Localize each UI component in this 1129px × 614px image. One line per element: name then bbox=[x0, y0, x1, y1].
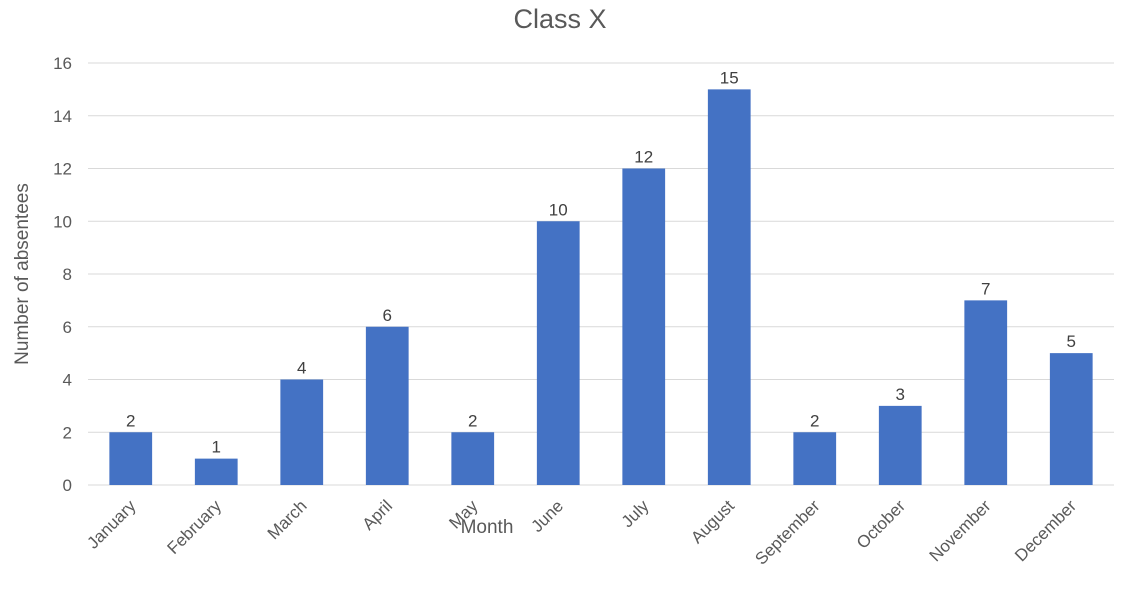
data-label: 2 bbox=[468, 411, 477, 430]
bar bbox=[964, 300, 1008, 485]
y-tick-label: 4 bbox=[63, 371, 72, 390]
x-tick-label: February bbox=[164, 496, 226, 558]
bar bbox=[878, 405, 922, 485]
gridlines bbox=[88, 62, 1114, 486]
bar bbox=[194, 458, 238, 485]
bar bbox=[109, 432, 153, 485]
y-tick-label: 8 bbox=[63, 265, 72, 284]
data-label: 4 bbox=[297, 359, 306, 378]
x-tick-label: October bbox=[853, 496, 909, 552]
x-tick-label: March bbox=[264, 496, 311, 543]
data-label: 2 bbox=[126, 411, 135, 430]
bars bbox=[109, 89, 1093, 485]
bar bbox=[280, 379, 324, 485]
data-label: 1 bbox=[212, 438, 221, 457]
y-tick-label: 0 bbox=[63, 476, 72, 495]
x-tick-label: July bbox=[618, 496, 653, 531]
data-label: 6 bbox=[383, 306, 392, 325]
y-tick-label: 14 bbox=[53, 107, 72, 126]
y-tick-label: 12 bbox=[53, 160, 72, 179]
data-label: 3 bbox=[896, 385, 905, 404]
x-tick-label: November bbox=[926, 496, 995, 565]
y-axis-title: Number of absentees bbox=[12, 183, 33, 365]
bar bbox=[451, 432, 495, 485]
y-axis-ticks: 0 2 4 6 8 10 12 14 16 bbox=[53, 54, 72, 495]
bar bbox=[793, 432, 837, 485]
bar bbox=[707, 89, 751, 485]
y-tick-label: 6 bbox=[63, 318, 72, 337]
data-labels: 2 1 4 6 2 10 12 15 2 3 7 5 bbox=[126, 68, 1076, 456]
x-tick-label: December bbox=[1011, 496, 1080, 565]
bar bbox=[536, 221, 580, 485]
x-tick-label: August bbox=[687, 496, 738, 547]
chart-title: Class X bbox=[513, 4, 606, 34]
bar bbox=[365, 326, 409, 485]
x-tick-label: September bbox=[751, 496, 823, 568]
data-label: 2 bbox=[810, 411, 819, 430]
y-tick-label: 16 bbox=[53, 54, 72, 73]
x-tick-label: January bbox=[83, 496, 140, 553]
y-tick-label: 10 bbox=[53, 212, 72, 231]
bar bbox=[1049, 353, 1093, 485]
x-tick-label: June bbox=[528, 496, 568, 536]
data-label: 15 bbox=[720, 68, 739, 87]
data-label: 7 bbox=[981, 279, 990, 298]
x-tick-label: April bbox=[359, 496, 396, 533]
bar bbox=[622, 168, 666, 485]
data-label: 10 bbox=[549, 200, 568, 219]
data-label: 5 bbox=[1067, 332, 1076, 351]
data-label: 12 bbox=[634, 148, 653, 167]
x-axis-title: Month bbox=[461, 517, 514, 538]
y-tick-label: 2 bbox=[63, 423, 72, 442]
x-axis-ticks: January February March April May June July Augu… bbox=[83, 496, 1080, 569]
